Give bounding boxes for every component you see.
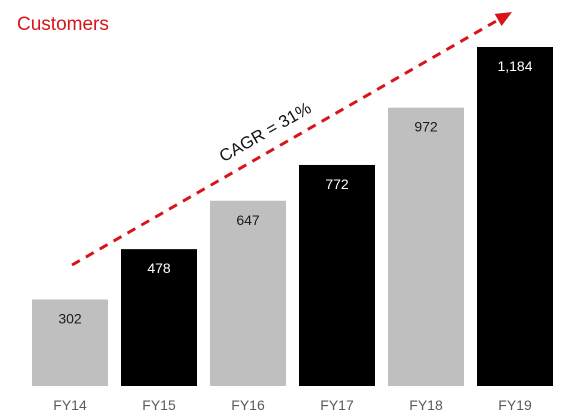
cagr-trend-line (71, 18, 499, 267)
category-label-fy15: FY15 (142, 397, 176, 413)
value-label-fy14: 302 (58, 311, 82, 327)
bar-fy15 (121, 249, 197, 386)
category-label-fy18: FY18 (409, 397, 443, 413)
cagr-annotation: CAGR = 31% (216, 98, 314, 166)
bar-fy18 (388, 107, 464, 386)
category-label-fy17: FY17 (320, 397, 354, 413)
value-label-fy17: 772 (325, 176, 349, 192)
bar-fy19 (477, 47, 553, 386)
bar-fy14 (32, 299, 108, 386)
category-label-fy16: FY16 (231, 397, 265, 413)
category-label-fy19: FY19 (498, 397, 532, 413)
value-label-fy19: 1,184 (497, 58, 532, 74)
bar-fy17 (299, 164, 375, 386)
chart-title: Customers (17, 14, 109, 35)
bar-fy16 (210, 200, 286, 386)
value-label-fy15: 478 (147, 260, 171, 276)
value-label-fy18: 972 (414, 119, 438, 135)
category-label-fy14: FY14 (53, 397, 87, 413)
cagr-arrow-head-icon (494, 12, 512, 27)
value-label-fy16: 647 (236, 212, 260, 228)
